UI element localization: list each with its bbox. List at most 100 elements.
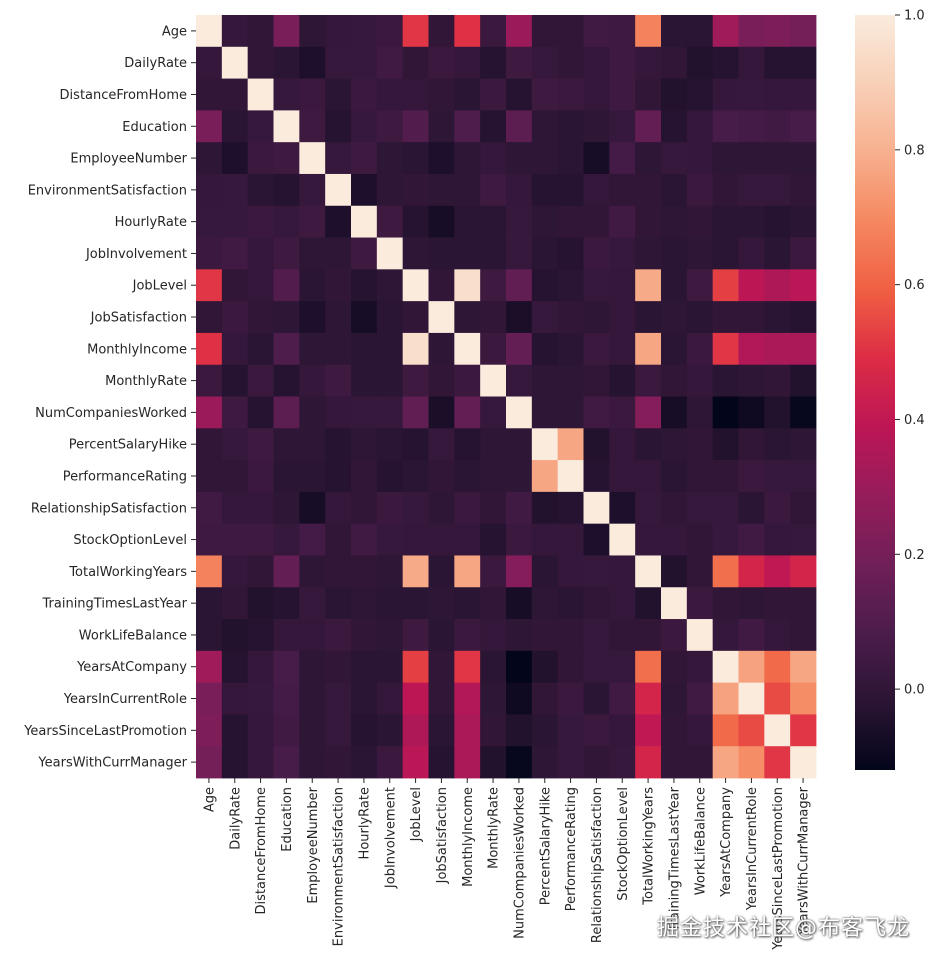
heatmap-cell-YearsSinceLastPromotion-TotalWorkingYears: [635, 714, 662, 747]
heatmap-cell-WorkLifeBalance-EmployeeNumber: [299, 619, 326, 652]
y-tick-label: YearsInCurrentRole: [63, 692, 187, 707]
heatmap-cell-MonthlyIncome-MonthlyIncome: [454, 332, 481, 366]
heatmap-cell-WorkLifeBalance-WorkLifeBalance: [686, 619, 714, 652]
heatmap-cell-DistanceFromHome-MonthlyIncome: [454, 78, 481, 111]
heatmap-cell-EnvironmentSatisfaction-YearsWithCurrManager: [790, 173, 817, 207]
heatmap-cell-JobLevel-MonthlyIncome: [454, 269, 481, 302]
heatmap-cell-Education-TrainingTimesLastYear: [661, 110, 688, 143]
y-tick-label: YearsSinceLastPromotion: [23, 724, 187, 739]
x-tick-label: TotalWorkingYears: [642, 787, 657, 906]
heatmap-cell-TotalWorkingYears-Education: [273, 555, 300, 588]
heatmap-cell-StockOptionLevel-JobLevel: [402, 523, 429, 556]
heatmap-cell-NumCompaniesWorked-YearsAtCompany: [712, 396, 739, 429]
heatmap-cell-EmployeeNumber-Age: [196, 142, 223, 175]
heatmap-cell-YearsSinceLastPromotion-JobInvolvement: [376, 714, 404, 747]
heatmap-cell-MonthlyRate-WorkLifeBalance: [686, 364, 714, 397]
heatmap-cell-YearsWithCurrManager-DailyRate: [221, 746, 249, 779]
heatmap-cell-TotalWorkingYears-Age: [196, 555, 223, 588]
heatmap-cell-TrainingTimesLastYear-Age: [196, 587, 223, 620]
heatmap-cell-TrainingTimesLastYear-PerformanceRating: [557, 587, 584, 620]
heatmap-cell-EnvironmentSatisfaction-HourlyRate: [351, 173, 378, 207]
heatmap-cell-DistanceFromHome-YearsWithCurrManager: [790, 78, 817, 111]
heatmap-cell-PerformanceRating-DistanceFromHome: [247, 460, 274, 493]
heatmap-cell-Age-NumCompaniesWorked: [506, 15, 533, 48]
heatmap-cell-YearsWithCurrManager-DistanceFromHome: [247, 746, 274, 779]
heatmap-cell-EnvironmentSatisfaction-PerformanceRating: [557, 173, 584, 207]
heatmap-cell-Education-MonthlyIncome: [454, 110, 481, 143]
heatmap-cell-YearsWithCurrManager-Age: [196, 746, 223, 779]
heatmap-cell-YearsAtCompany-PercentSalaryHike: [531, 650, 559, 684]
heatmap-cell-TotalWorkingYears-YearsSinceLastPromotion: [764, 555, 791, 588]
heatmap-cell-JobSatisfaction-Education: [273, 301, 300, 334]
heatmap-cell-TotalWorkingYears-EnvironmentSatisfaction: [325, 555, 352, 588]
heatmap-cell-Age-DailyRate: [221, 15, 249, 48]
heatmap-cell-StockOptionLevel-WorkLifeBalance: [686, 523, 714, 556]
heatmap-cell-EnvironmentSatisfaction-JobSatisfaction: [428, 173, 455, 207]
heatmap-cell-TrainingTimesLastYear-JobSatisfaction: [428, 587, 455, 620]
heatmap-cell-JobLevel-DailyRate: [221, 269, 249, 302]
heatmap-cell-YearsWithCurrManager-HourlyRate: [351, 746, 378, 779]
heatmap-cell-EnvironmentSatisfaction-MonthlyRate: [480, 173, 507, 207]
heatmap-cell-RelationshipSatisfaction-MonthlyRate: [480, 491, 507, 525]
heatmap-cell-DistanceFromHome-WorkLifeBalance: [686, 78, 714, 111]
heatmap-cell-DailyRate-JobSatisfaction: [428, 46, 455, 79]
heatmap-cell-PerformanceRating-YearsSinceLastPromotion: [764, 460, 791, 493]
heatmap-cell-DistanceFromHome-JobLevel: [402, 78, 429, 111]
heatmap-cell-NumCompaniesWorked-JobLevel: [402, 396, 429, 429]
heatmap-cell-YearsWithCurrManager-MonthlyRate: [480, 746, 507, 779]
heatmap-cell-JobInvolvement-TotalWorkingYears: [635, 237, 662, 270]
heatmap-cell-TrainingTimesLastYear-PercentSalaryHike: [531, 587, 559, 620]
y-tick-label: WorkLifeBalance: [79, 628, 187, 643]
x-tick-label: PerformanceRating: [564, 787, 579, 911]
heatmap-cell-YearsInCurrentRole-JobLevel: [402, 682, 429, 715]
heatmap-cell-RelationshipSatisfaction-Age: [196, 491, 223, 525]
heatmap-cell-Education-JobLevel: [402, 110, 429, 143]
heatmap-cell-MonthlyRate-MonthlyIncome: [454, 364, 481, 397]
heatmap-cell-YearsAtCompany-TrainingTimesLastYear: [661, 650, 688, 684]
heatmap-cell-DistanceFromHome-HourlyRate: [351, 78, 378, 111]
heatmap-cell-TrainingTimesLastYear-YearsSinceLastPromotion: [764, 587, 791, 620]
heatmap-cell-YearsSinceLastPromotion-DistanceFromHome: [247, 714, 274, 747]
heatmap-cell-EmployeeNumber-MonthlyRate: [480, 142, 507, 175]
heatmap-cell-TrainingTimesLastYear-NumCompaniesWorked: [506, 587, 533, 620]
heatmap-cell-MonthlyRate-EnvironmentSatisfaction: [325, 364, 352, 397]
heatmap-cell-EnvironmentSatisfaction-TotalWorkingYears: [635, 173, 662, 207]
heatmap-cell-RelationshipSatisfaction-YearsInCurrentRole: [738, 491, 765, 525]
heatmap-cell-Education-PercentSalaryHike: [531, 110, 559, 143]
heatmap-cell-TrainingTimesLastYear-EmployeeNumber: [299, 587, 326, 620]
heatmap-cell-PercentSalaryHike-EmployeeNumber: [299, 428, 326, 461]
y-tick-label: TotalWorkingYears: [68, 565, 187, 580]
heatmap-cell-YearsSinceLastPromotion-DailyRate: [221, 714, 249, 747]
heatmap-cell-HourlyRate-YearsSinceLastPromotion: [764, 205, 791, 238]
y-tick-label: JobLevel: [132, 279, 187, 294]
heatmap-cell-YearsAtCompany-MonthlyIncome: [454, 650, 481, 684]
heatmap-cell-Education-DistanceFromHome: [247, 110, 274, 143]
heatmap-cell-NumCompaniesWorked-YearsInCurrentRole: [738, 396, 765, 429]
heatmap-cell-HourlyRate-RelationshipSatisfaction: [583, 205, 610, 238]
heatmap-cell-Education-YearsInCurrentRole: [738, 110, 765, 143]
heatmap-cell-YearsWithCurrManager-YearsInCurrentRole: [738, 746, 765, 779]
heatmap-cell-DistanceFromHome-DailyRate: [221, 78, 249, 111]
x-tick-label: StockOptionLevel: [616, 787, 631, 901]
heatmap-cell-JobLevel-YearsSinceLastPromotion: [764, 269, 791, 302]
heatmap-cell-PercentSalaryHike-Education: [273, 428, 300, 461]
heatmap-cell-StockOptionLevel-MonthlyIncome: [454, 523, 481, 556]
heatmap-cell-Age-PercentSalaryHike: [531, 15, 559, 48]
heatmap-cell-EmployeeNumber-JobLevel: [402, 142, 429, 175]
heatmap-cell-EnvironmentSatisfaction-MonthlyIncome: [454, 173, 481, 207]
heatmap-cell-JobLevel-JobSatisfaction: [428, 269, 455, 302]
x-tick-label: YearsAtCompany: [719, 787, 734, 898]
heatmap-cell-YearsSinceLastPromotion-YearsSinceLastPromotion: [764, 714, 791, 747]
heatmap-cell-TrainingTimesLastYear-RelationshipSatisfaction: [583, 587, 610, 620]
heatmap-cell-Education-YearsSinceLastPromotion: [764, 110, 791, 143]
heatmap-cell-PerformanceRating-YearsAtCompany: [712, 460, 739, 493]
heatmap-cell-YearsSinceLastPromotion-HourlyRate: [351, 714, 378, 747]
heatmap-cell-JobSatisfaction-JobLevel: [402, 301, 429, 334]
x-tick-label: JobSatisfaction: [435, 787, 450, 884]
heatmap-cell-PerformanceRating-NumCompaniesWorked: [506, 460, 533, 493]
heatmap-cell-NumCompaniesWorked-EmployeeNumber: [299, 396, 326, 429]
heatmap-cell-RelationshipSatisfaction-DailyRate: [221, 491, 249, 525]
heatmap-cell-TotalWorkingYears-MonthlyIncome: [454, 555, 481, 588]
heatmap-cell-PerformanceRating-TotalWorkingYears: [635, 460, 662, 493]
heatmap-cell-PerformanceRating-JobInvolvement: [376, 460, 404, 493]
